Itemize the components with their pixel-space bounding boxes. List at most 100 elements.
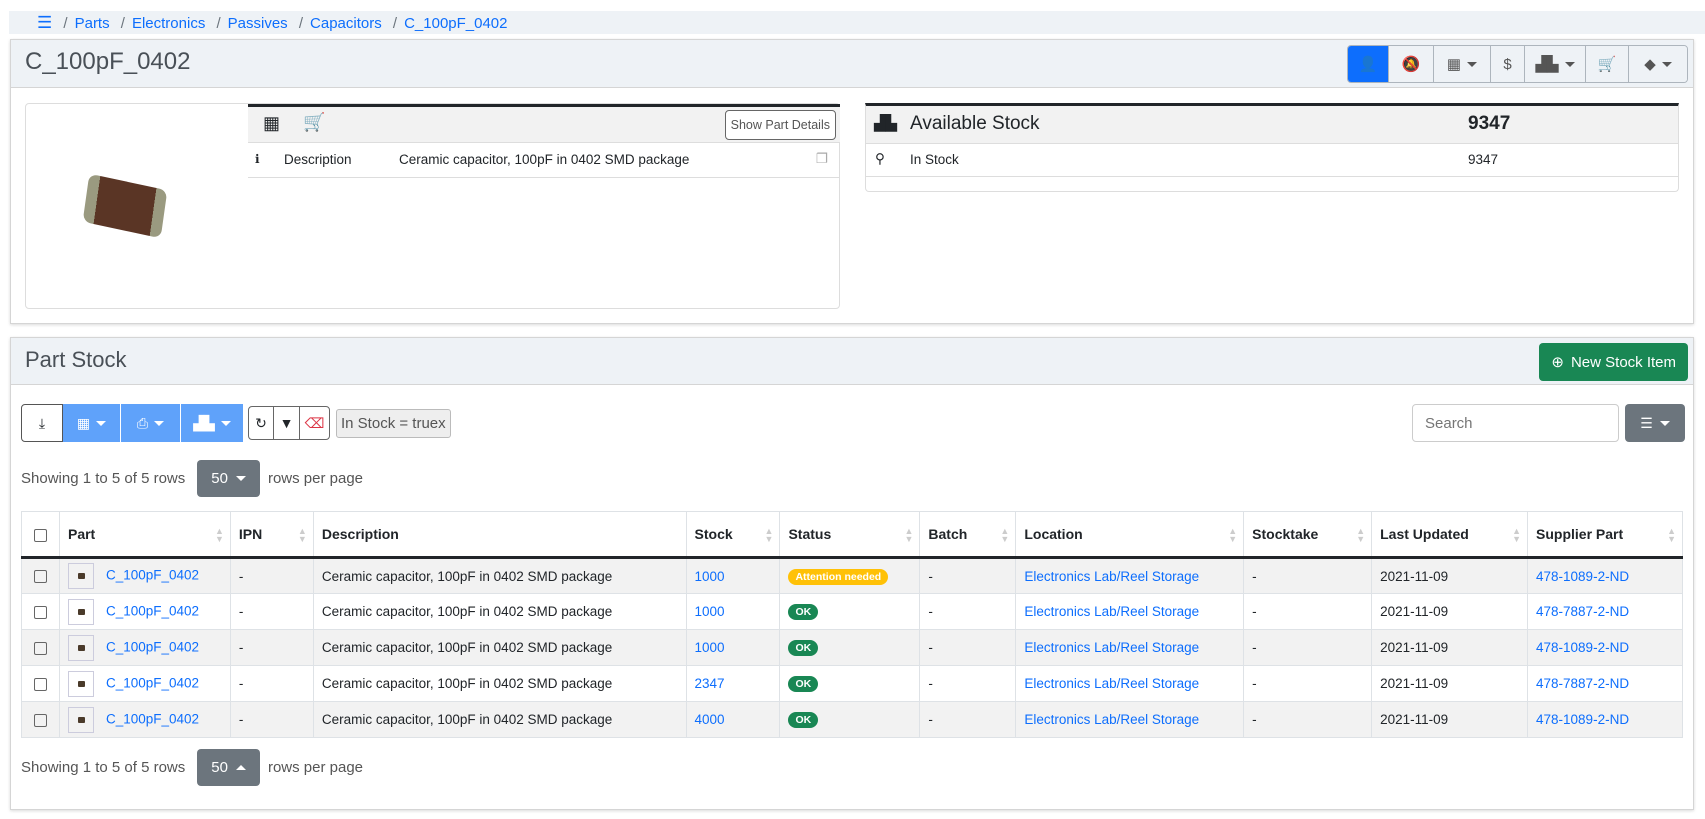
- sort-icon[interactable]: ▲ ▼: [764, 526, 774, 544]
- column-header-supplier-part[interactable]: Supplier Part ▲ ▼: [1527, 511, 1683, 559]
- location-link[interactable]: Electronics Lab/Reel Storage: [1024, 712, 1200, 727]
- barcode-dropdown[interactable]: ▦: [63, 404, 121, 442]
- notifications-button[interactable]: 🔕: [1388, 46, 1433, 82]
- copy-icon[interactable]: ❐: [815, 151, 828, 166]
- column-header-last-updated[interactable]: Last Updated ▲ ▼: [1371, 511, 1528, 559]
- location-link[interactable]: Electronics Lab/Reel Storage: [1024, 640, 1200, 655]
- column-header-ipn[interactable]: IPN ▲ ▼: [229, 511, 314, 559]
- stock-cell: 1000: [685, 593, 780, 630]
- bell-slash-icon: 🔕: [1401, 56, 1421, 73]
- supplier-part-link[interactable]: 478-1089-2-ND: [1536, 712, 1630, 727]
- download-icon: ⤓: [38, 414, 46, 431]
- stock-table: Part ▲ ▼ IPN ▲ ▼ Description Stock ▲ ▼ Status ▲ ▼ Bat…: [21, 511, 1683, 738]
- stock-options-dropdown[interactable]: ▟▙: [181, 404, 243, 442]
- table-row: C_100pF_0402- Ceramic capacitor, 100pF in…: [21, 629, 1683, 666]
- row-checkbox[interactable]: [21, 701, 60, 738]
- user-shield-icon: 👤: [1358, 56, 1378, 73]
- available-stock-value: 9347: [1468, 113, 1511, 134]
- download-button[interactable]: ⤓: [21, 404, 63, 442]
- row-checkbox[interactable]: [21, 593, 60, 630]
- sort-icon[interactable]: ▲ ▼: [214, 526, 224, 544]
- breadcrumb-capacitors[interactable]: Capacitors: [310, 15, 382, 32]
- part-link[interactable]: C_100pF_0402: [105, 675, 200, 691]
- part-cell: C_100pF_0402: [58, 665, 231, 702]
- sort-icon[interactable]: ▲ ▼: [1000, 526, 1010, 544]
- column-header-stock[interactable]: Stock ▲ ▼: [685, 511, 780, 559]
- columns-dropdown[interactable]: ☰: [1625, 404, 1685, 442]
- stocktake-cell: -: [1243, 629, 1372, 666]
- stock-link[interactable]: 1000: [694, 640, 725, 655]
- filter-remove[interactable]: x: [438, 414, 446, 432]
- breadcrumb-part[interactable]: C_100pF_0402: [404, 15, 508, 32]
- part-link[interactable]: C_100pF_0402: [105, 639, 200, 655]
- barcode-button[interactable]: ▦: [1433, 46, 1490, 82]
- stock-cell: 1000: [685, 629, 780, 666]
- column-header-batch[interactable]: Batch ▲ ▼: [919, 511, 1016, 559]
- clear-filters-icon[interactable]: ⌫: [304, 414, 325, 431]
- location-link[interactable]: Electronics Lab/Reel Storage: [1024, 676, 1200, 691]
- table-row: C_100pF_0402- Ceramic capacitor, 100pF in…: [21, 701, 1683, 738]
- dollar-icon: $: [1503, 55, 1512, 73]
- page-size-dropdown[interactable]: 50: [197, 749, 260, 786]
- stock-link[interactable]: 1000: [694, 604, 725, 619]
- column-header-part[interactable]: Part ▲ ▼: [58, 511, 231, 559]
- available-stock-label: Available Stock: [910, 113, 1040, 134]
- page-size-dropdown[interactable]: 50: [197, 460, 260, 497]
- part-info-card: ▦ 🛒 Show Part Details ℹ Description Cera…: [25, 103, 840, 309]
- status-badge: OK: [788, 712, 819, 728]
- page-title: C_100pF_0402: [25, 48, 191, 75]
- filter-icon[interactable]: ▼: [274, 407, 300, 439]
- new-stock-item-button[interactable]: ⊕ New Stock Item: [1539, 343, 1688, 381]
- refresh-icon[interactable]: ↻: [249, 407, 274, 439]
- search-input[interactable]: [1412, 404, 1619, 442]
- order-button[interactable]: 🛒: [1585, 46, 1628, 82]
- pricing-button[interactable]: $: [1490, 46, 1524, 82]
- location-link[interactable]: Electronics Lab/Reel Storage: [1024, 604, 1200, 619]
- part-link[interactable]: C_100pF_0402: [105, 603, 200, 619]
- sort-icon[interactable]: ▲ ▼: [1356, 526, 1366, 544]
- supplier-part-link[interactable]: 478-1089-2-ND: [1536, 568, 1630, 584]
- supplier-part-link[interactable]: 478-7887-2-ND: [1536, 676, 1630, 691]
- subscribe-button[interactable]: 👤: [1348, 46, 1388, 82]
- print-dropdown[interactable]: ⎙: [121, 404, 181, 442]
- sort-icon[interactable]: ▲ ▼: [297, 526, 307, 544]
- rows-per-page-label: rows per page: [267, 470, 364, 487]
- stock-cell: 2347: [685, 665, 780, 702]
- sort-icon[interactable]: ▲ ▼: [1512, 526, 1522, 544]
- supplier-part-link[interactable]: 478-7887-2-ND: [1536, 604, 1630, 619]
- sort-icon[interactable]: ▲ ▼: [1667, 526, 1676, 544]
- last-updated-cell: 2021-11-09: [1371, 629, 1528, 666]
- part-link[interactable]: C_100pF_0402: [105, 711, 200, 727]
- breadcrumb-parts[interactable]: Parts: [74, 15, 110, 32]
- show-part-details-button[interactable]: Show Part Details: [724, 110, 836, 140]
- last-updated-cell: 2021-11-09: [1371, 557, 1528, 594]
- part-actions-button[interactable]: ◆: [1628, 46, 1687, 82]
- row-checkbox[interactable]: [21, 557, 60, 594]
- sort-icon[interactable]: ▲ ▼: [1228, 526, 1238, 544]
- column-header-description[interactable]: Description: [312, 511, 687, 559]
- menu-icon[interactable]: ☰: [37, 13, 53, 32]
- part-link[interactable]: C_100pF_0402: [105, 567, 200, 583]
- supplier-part-link[interactable]: 478-1089-2-ND: [1536, 640, 1630, 655]
- select-all-checkbox[interactable]: [21, 511, 60, 559]
- stock-actions-button[interactable]: ▟▙: [1524, 46, 1585, 82]
- row-checkbox[interactable]: [21, 629, 60, 666]
- sort-icon[interactable]: ▲ ▼: [904, 526, 914, 544]
- stock-link[interactable]: 1000: [694, 568, 725, 584]
- cart-icon[interactable]: 🛒: [303, 112, 326, 132]
- location-link[interactable]: Electronics Lab/Reel Storage: [1024, 568, 1200, 584]
- qrcode-icon: ▦: [76, 414, 91, 431]
- description-cell: Ceramic capacitor, 100pF in 0402 SMD pac…: [312, 557, 687, 594]
- grid-icon[interactable]: ▦: [263, 113, 281, 133]
- column-header-location[interactable]: Location ▲ ▼: [1015, 511, 1244, 559]
- column-header-stocktake[interactable]: Stocktake ▲ ▼: [1243, 511, 1372, 559]
- column-header-label: Batch: [928, 526, 968, 542]
- breadcrumb-electronics[interactable]: Electronics: [131, 15, 206, 32]
- stock-link[interactable]: 2347: [694, 676, 725, 691]
- plus-circle-icon: ⊕: [1551, 354, 1564, 371]
- column-header-label: Status: [788, 526, 832, 542]
- stock-link[interactable]: 4000: [694, 712, 725, 727]
- breadcrumb-passives[interactable]: Passives: [227, 15, 288, 32]
- row-checkbox[interactable]: [21, 665, 60, 702]
- column-header-status[interactable]: Status ▲ ▼: [779, 511, 920, 559]
